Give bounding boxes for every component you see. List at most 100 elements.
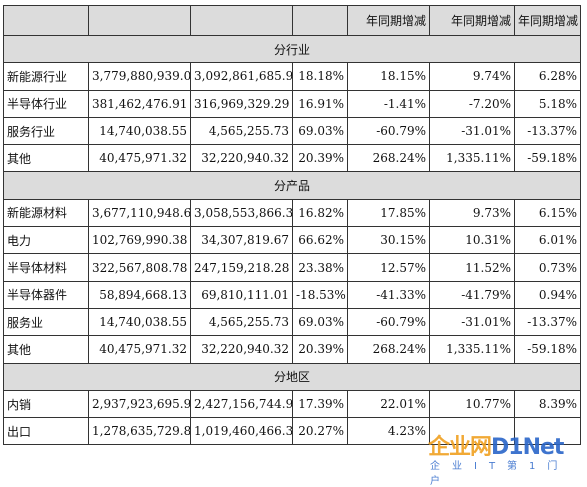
table-row: 其他 40,475,971.32 32,220,940.32 20.39% 268.24… (3, 144, 581, 173)
section-title: 分地区 (3, 362, 581, 391)
table-cell: 5.18% (514, 89, 581, 118)
table-cell: 32,220,940.32 (190, 144, 293, 173)
table-cell: 17.39% (292, 389, 348, 419)
table-cell: 23.38% (292, 253, 348, 282)
table-cell: 2,937,923,695.95 (88, 389, 191, 419)
table-cell: -1.41% (347, 89, 430, 118)
table-cell: 4,565,255.73 (190, 116, 293, 146)
table-cell: 11.52% (429, 253, 515, 282)
table-cell: 6.01% (514, 226, 581, 255)
table-cell: 10.31% (429, 226, 515, 255)
table-cell: 14,740,038.55 (88, 116, 191, 146)
row-label: 电力 (3, 226, 89, 255)
table-row: 新能源材料 3,677,110,948.65 3,058,553,866.31 16.… (3, 198, 581, 228)
table-row: 电力 102,769,990.38 34,307,819.67 66.62% 30.15… (3, 226, 581, 255)
table-cell: -60.79% (347, 116, 430, 146)
table-cell: 0.94% (514, 280, 581, 309)
row-label: 服务行业 (3, 116, 89, 146)
table-cell: 30.15% (347, 226, 430, 255)
table-cell: 3,092,861,685.98 (190, 62, 293, 91)
table-cell: -13.37% (514, 307, 581, 337)
row-label: 新能源行业 (3, 62, 89, 91)
column-header: 年同期增减 (429, 5, 515, 36)
column-header (88, 5, 191, 36)
row-label: 服务业 (3, 307, 89, 337)
table-cell: 69.03% (292, 116, 348, 146)
table-cell: 58,894,668.13 (88, 280, 191, 309)
table-cell: 18.18% (292, 62, 348, 91)
table-cell: 2,427,156,744.93 (190, 389, 293, 419)
table-cell: 14,740,038.55 (88, 307, 191, 337)
table-cell: 9.74% (429, 62, 515, 91)
table-row: 服务业 14,740,038.55 4,565,255.73 69.03% -60.79… (3, 307, 581, 337)
table-cell: -41.79% (429, 280, 515, 309)
table-cell: 268.24% (347, 144, 430, 173)
table-cell (429, 417, 515, 446)
table-row: 服务行业 14,740,038.55 4,565,255.73 69.03% -60.7… (3, 116, 581, 146)
table-cell: 22.01% (347, 389, 430, 419)
table-row: 其他 40,475,971.32 32,220,940.32 20.39% 268.24… (3, 335, 581, 364)
table-cell: 1,019,460,466.39 (190, 417, 293, 446)
table-row: 半导体材料 322,567,808.78 247,159,218.28 23.38% 1… (3, 253, 581, 282)
section-title: 分产品 (3, 171, 581, 200)
column-header (3, 5, 89, 36)
table-cell: -13.37% (514, 116, 581, 146)
table-cell: 322,567,808.78 (88, 253, 191, 282)
table-cell: 1,278,635,729.86 (88, 417, 191, 446)
table-row: 新能源行业 3,779,880,939.03 3,092,861,685.98 18.… (3, 62, 581, 91)
row-label: 半导体材料 (3, 253, 89, 282)
table-cell: 40,475,971.32 (88, 335, 191, 364)
watermark-subtitle: 企业IT第1门户 (430, 461, 570, 487)
table-cell: 10.77% (429, 389, 515, 419)
table-cell: -18.53% (292, 280, 348, 309)
table-cell: 66.62% (292, 226, 348, 255)
column-header: 年同期增减 (514, 5, 581, 36)
table-cell: 1,335.11% (429, 335, 515, 364)
table-cell: 102,769,990.38 (88, 226, 191, 255)
table-row: 半导体行业 381,462,476.91 316,969,329.29 16.91% -… (3, 89, 581, 118)
table-cell: 8.39% (514, 389, 581, 419)
table-cell (514, 417, 581, 446)
table-cell: 69,810,111.01 (190, 280, 293, 309)
table-cell: -31.01% (429, 307, 515, 337)
section-header-row: 分产品 (3, 171, 581, 200)
table-row: 出口 1,278,635,729.86 1,019,460,466.39 20.27%… (3, 417, 581, 446)
section-title: 分行业 (3, 34, 581, 64)
table-cell: 32,220,940.32 (190, 335, 293, 364)
table-cell: 20.39% (292, 335, 348, 364)
table-cell: 3,058,553,866.31 (190, 198, 293, 228)
row-label: 其他 (3, 144, 89, 173)
table-cell: -31.01% (429, 116, 515, 146)
table-cell: 20.39% (292, 144, 348, 173)
table-header-row: 年同期增减 年同期增减 年同期增减 (3, 5, 581, 36)
table-cell: 16.91% (292, 89, 348, 118)
table-row: 半导体器件 58,894,668.13 69,810,111.01 -18.53% -4… (3, 280, 581, 309)
table-cell: 16.82% (292, 198, 348, 228)
table-cell: -59.18% (514, 144, 581, 173)
table-cell: 34,307,819.67 (190, 226, 293, 255)
table-cell: 3,779,880,939.03 (88, 62, 191, 91)
table-cell: 247,159,218.28 (190, 253, 293, 282)
table-cell: 0.73% (514, 253, 581, 282)
row-label: 其他 (3, 335, 89, 364)
table-cell: 40,475,971.32 (88, 144, 191, 173)
section-header-row: 分行业 (3, 34, 581, 64)
table-cell: 316,969,329.29 (190, 89, 293, 118)
table-cell: 69.03% (292, 307, 348, 337)
table-cell: 381,462,476.91 (88, 89, 191, 118)
section-header-row: 分地区 (3, 362, 581, 391)
row-label: 出口 (3, 417, 89, 446)
financial-table: 年同期增减 年同期增减 年同期增减 分行业 新能源行业 3,779,880,939.03 3… (3, 5, 581, 446)
table-cell: 1,335.11% (429, 144, 515, 173)
table-cell: -60.79% (347, 307, 430, 337)
column-header: 年同期增减 (347, 5, 430, 36)
row-label: 内销 (3, 389, 89, 419)
column-header (292, 5, 348, 36)
table-row: 内销 2,937,923,695.95 2,427,156,744.93 17.39%… (3, 389, 581, 419)
table-cell: 4.23% (347, 417, 430, 446)
table-cell: 268.24% (347, 335, 430, 364)
table-cell: -41.33% (347, 280, 430, 309)
table-cell: 6.28% (514, 62, 581, 91)
table-cell: 12.57% (347, 253, 430, 282)
row-label: 半导体行业 (3, 89, 89, 118)
